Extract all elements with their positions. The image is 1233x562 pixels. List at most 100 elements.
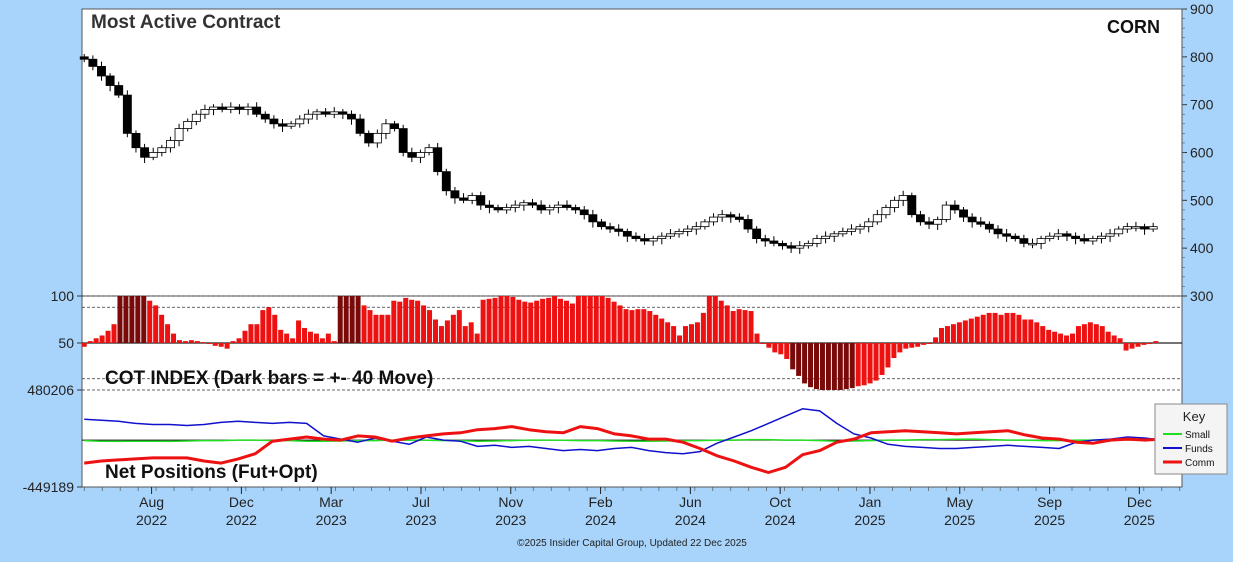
price-candle-body [450,190,460,199]
price-candle-body [372,132,382,144]
x-tick-month: May [947,494,973,510]
cot-bar [760,343,766,344]
price-candle-body [838,231,848,235]
cot-bar [956,322,962,343]
cot-bar [683,326,689,343]
cot-bar [861,343,867,386]
x-tick-month: Jul [412,494,430,510]
x-tick-month: Sep [1037,494,1062,510]
cot-bar [986,312,992,343]
chart-title: Most Active Contract [91,12,281,33]
cot-bar [939,327,945,343]
cot-bar [665,322,671,343]
price-candle-body [347,113,356,120]
cot-bar [873,343,879,381]
cot-right-tick-label: 300 [1190,288,1214,304]
cot-bar [242,330,248,343]
cot-bar [706,296,712,343]
price-candle-body [528,202,537,206]
price-candle-body [1097,235,1106,239]
price-candle-body [743,219,753,230]
cot-bar [87,341,93,343]
cot-bar [1093,324,1099,343]
cot-bar [933,337,939,343]
cot-bar [629,310,635,343]
cot-bar [659,318,665,343]
price-candle-body [390,123,400,129]
price-candle-body [381,123,391,134]
cot-bar [635,309,641,343]
price-candle-body [898,195,908,201]
price-candle-body [209,106,218,110]
price-candle-body [1071,235,1081,239]
price-candle-body [407,152,417,158]
legend-label-small: Small [1185,430,1210,441]
cot-bar [534,300,540,343]
cot-bar [1004,312,1010,343]
cot-index-title: COT INDEX (Dark bars = +- 40 Move) [105,368,433,389]
price-candle-body [881,207,891,216]
price-candle-body [519,202,529,206]
price-candle-body [114,85,124,96]
net-tick-label: 480206 [27,382,74,398]
cot-bar [558,298,564,343]
cot-bar [296,320,302,343]
cot-bar [462,326,468,343]
cot-bar [1075,326,1081,343]
cot-bar [355,296,361,343]
price-candle-body [1088,238,1098,242]
price-candle-body [1010,235,1020,239]
cot-bar [1141,343,1147,345]
price-candle-body [252,106,262,115]
price-candle-body [166,140,175,149]
x-tick-month: Mar [319,494,343,510]
cot-bar [903,343,909,349]
cot-bar [962,320,968,343]
cot-bar [254,324,260,343]
cot-bar [998,314,1004,343]
price-tick-label: 500 [1190,192,1214,208]
x-tick-year: 2023 [316,512,347,528]
price-candle-body [778,242,787,247]
price-candle-body [484,204,494,208]
cot-bar [528,302,534,343]
x-tick-month: Jun [679,494,702,510]
cot-bar [1135,343,1141,347]
price-candle-body [812,238,822,244]
cot-bar [611,301,617,343]
cot-bar [450,314,456,343]
cot-bar [248,324,254,343]
price-tick-label: 800 [1190,49,1214,65]
price-candle-body [1105,233,1115,237]
cot-bar [1087,322,1093,343]
cot-bar [825,343,831,390]
cot-bar [343,296,349,343]
price-candle-body [976,221,986,225]
cot-bar [819,343,825,390]
price-candle-body [1019,238,1029,244]
cot-bar [456,310,462,343]
price-candle-body [321,111,331,115]
cot-bar [1099,326,1105,343]
price-candle-body [97,66,106,77]
cot-bar [1105,331,1111,343]
price-candle-body [890,199,900,208]
cot-bar [313,333,319,343]
cot-bar [855,343,861,387]
cot-bar [748,311,754,343]
cot-bar [147,300,153,343]
price-candle-body [217,106,227,110]
cot-bar [272,314,278,343]
price-candle-body [1079,238,1089,242]
cot-bar [427,310,433,343]
net-positions-title: Net Positions (Fut+Opt) [105,462,318,483]
net-series-small [84,438,1162,443]
price-candle-body [295,118,305,125]
cot-bar [831,343,837,390]
cot-bar [117,296,123,343]
price-candle-body [562,204,572,208]
cot-bar [266,307,272,343]
price-tick-label: 600 [1190,145,1214,161]
price-candle-body [88,58,98,67]
